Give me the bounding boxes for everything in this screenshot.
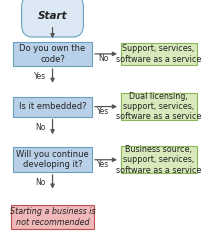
FancyBboxPatch shape (13, 147, 92, 172)
Text: Support, services,
software as a service: Support, services, software as a service (116, 44, 201, 64)
FancyBboxPatch shape (121, 93, 197, 120)
Text: Start: Start (38, 11, 67, 21)
FancyBboxPatch shape (11, 205, 94, 229)
Text: Yes: Yes (97, 160, 109, 169)
FancyBboxPatch shape (13, 42, 92, 66)
FancyBboxPatch shape (22, 0, 83, 37)
Text: Will you continue
developing it?: Will you continue developing it? (16, 150, 89, 170)
Text: Starting a business is
not recommended: Starting a business is not recommended (10, 207, 95, 227)
FancyBboxPatch shape (121, 146, 197, 173)
Text: No: No (35, 123, 45, 132)
Text: Yes: Yes (97, 107, 109, 116)
Text: No: No (98, 54, 108, 63)
Text: No: No (35, 178, 45, 187)
Text: Dual licensing,
support, services,
software as a service: Dual licensing, support, services, softw… (116, 92, 201, 122)
FancyBboxPatch shape (13, 97, 92, 117)
Text: Yes: Yes (34, 72, 46, 81)
Text: Is it embedded?: Is it embedded? (19, 102, 86, 111)
FancyBboxPatch shape (121, 43, 197, 65)
Text: Business source,
support, services,
software as a service: Business source, support, services, soft… (116, 145, 201, 175)
Text: Do you own the
code?: Do you own the code? (19, 44, 86, 64)
